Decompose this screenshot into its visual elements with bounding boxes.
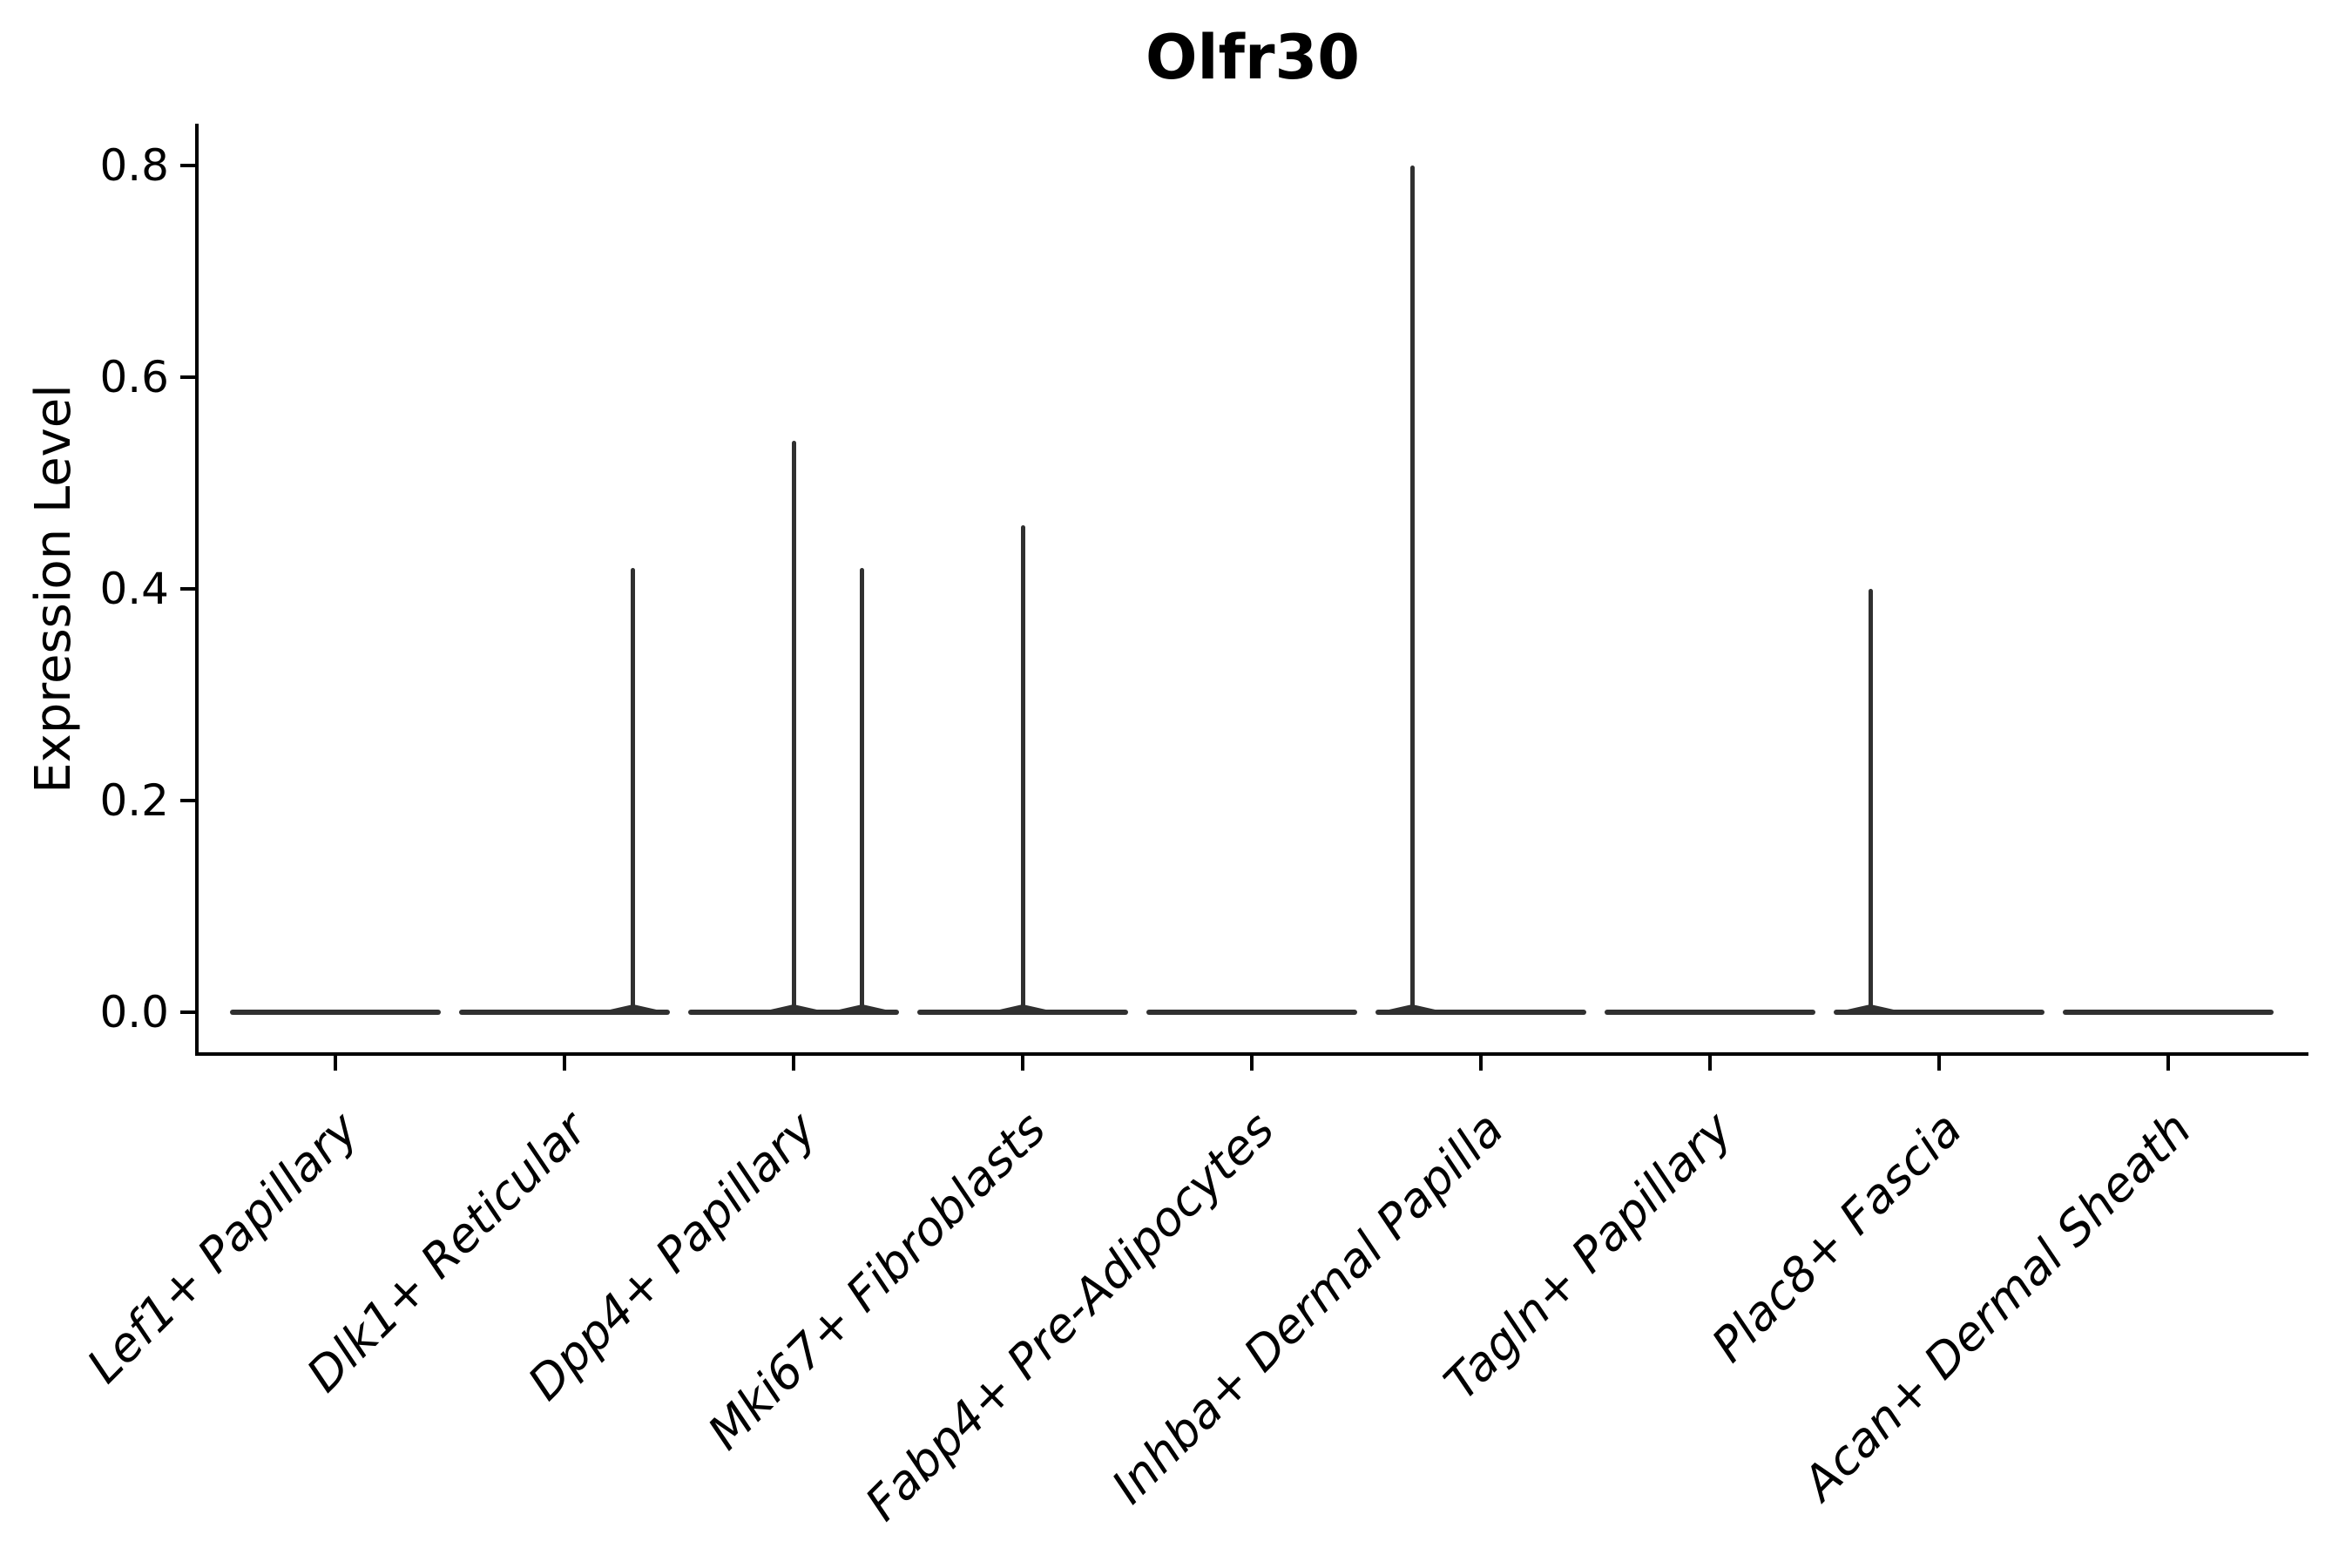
y-tick: [180, 799, 195, 802]
violin-body: [230, 1010, 441, 1015]
y-tick-label: 0.0: [99, 987, 169, 1037]
x-tick-label: Fabp4+ Pre-Adipocytes: [855, 1101, 1285, 1531]
y-tick: [180, 375, 195, 379]
y-tick-label: 0.2: [99, 775, 169, 826]
x-tick: [1708, 1056, 1712, 1071]
x-tick-label: Acan+ Dermal Sheath: [1792, 1101, 2201, 1511]
violin-body: [1146, 1010, 1357, 1015]
x-axis-spine: [195, 1052, 2308, 1056]
y-tick-label: 0.6: [99, 352, 169, 402]
x-tick: [1937, 1056, 1941, 1071]
violin-body: [1375, 1010, 1586, 1015]
x-tick: [1479, 1056, 1483, 1071]
chart-title: Olfr30: [1146, 22, 1360, 93]
y-tick-label: 0.8: [99, 140, 169, 191]
y-tick: [180, 587, 195, 591]
x-tick: [563, 1056, 566, 1071]
violin-spike: [1868, 589, 1873, 1014]
violin-spike: [1409, 166, 1415, 1014]
violin-spike: [791, 440, 796, 1014]
violin-spike: [860, 567, 865, 1014]
x-tick: [1250, 1056, 1254, 1071]
x-tick: [2166, 1056, 2170, 1071]
violin-body: [1834, 1010, 2044, 1015]
x-tick: [334, 1056, 337, 1071]
violin-body: [1605, 1010, 1815, 1015]
x-tick: [1021, 1056, 1024, 1071]
violin-body: [459, 1010, 670, 1015]
violin-body: [2063, 1010, 2274, 1015]
violin-spike: [1020, 525, 1025, 1014]
y-tick: [180, 1010, 195, 1014]
x-tick-label: Inhba+ Dermal Papilla: [1101, 1101, 1514, 1515]
violin-spike: [631, 567, 636, 1014]
y-tick: [180, 164, 195, 167]
x-tick: [792, 1056, 795, 1071]
y-tick-label: 0.4: [99, 564, 169, 614]
y-axis-spine: [195, 124, 199, 1056]
